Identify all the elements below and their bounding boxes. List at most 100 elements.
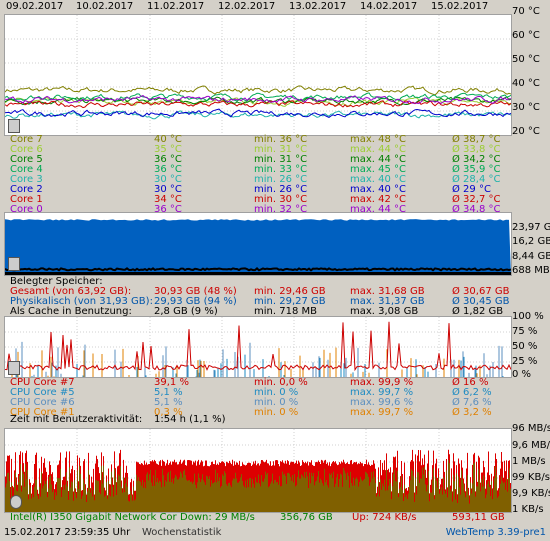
cpu-axis-label: 0 % (512, 369, 532, 380)
temp-series-line (5, 95, 511, 105)
temp-max: max. 40 °C (350, 174, 407, 185)
net-axis-label: 1 MB/s (512, 456, 546, 467)
temperature-chart (5, 15, 511, 135)
mem-current: 2,8 GB (9 %) (154, 306, 218, 317)
temp-name: Core 2 (10, 184, 43, 195)
temp-series-line (5, 85, 511, 96)
temp-max: max. 48 °C (350, 134, 407, 145)
cpu-max: max. 99,6 % (350, 397, 414, 408)
net-axis-label: 9,9 KB/s (512, 488, 550, 499)
temp-row: Core 4 36 °C min. 33 °C max. 45 °C Ø 35,9 °C (4, 165, 544, 175)
temp-max: max. 44 °C (350, 154, 407, 165)
temp-avg: Ø 35,9 °C (452, 164, 501, 175)
temp-name: Core 1 (10, 194, 43, 205)
memory-chart (5, 219, 511, 275)
app-version: WebTemp 3.39-pre1 (445, 527, 546, 538)
mem-row: Physikalisch (von 31,93 GB): 29,93 GB (94… (4, 297, 544, 307)
memory-graph (4, 212, 512, 276)
cpu-current: 39,1 % (154, 377, 189, 388)
mem-row: Als Cache in Benutzung: 2,8 GB (9 %) min. … (4, 307, 544, 317)
temp-row: Core 7 40 °C min. 36 °C max. 48 °C Ø 38,7 °C (4, 135, 544, 145)
cpu-current: 5,1 % (154, 387, 183, 398)
temp-current: 34 °C (154, 194, 182, 205)
cpu-row: CPU Core #5 5,1 % min. 0 % max. 99,7 % Ø 6,2… (4, 388, 544, 398)
net-axis-label: 96 MB/s (512, 423, 550, 434)
temp-min: min. 31 °C (254, 154, 308, 165)
memory-chip-icon (8, 257, 20, 271)
net-axis-label: 99 KB/s (512, 472, 550, 483)
temp-min: min. 30 °C (254, 194, 308, 205)
cpu-avg: Ø 6,2 % (452, 387, 492, 398)
status-bar: 15.02.2017 23:59:35 Uhr Wochenstatistik … (4, 526, 550, 540)
download-total: 356,76 GB (280, 512, 333, 523)
temp-avg: Ø 32,7 °C (452, 194, 501, 205)
cpu-min: min. 0 % (254, 397, 299, 408)
temp-avg: Ø 33,8 °C (452, 144, 501, 155)
cpu-avg: Ø 3,2 % (452, 407, 492, 418)
upload-rate: Up: 724 KB/s (352, 512, 417, 523)
cpu-avg: Ø 7,6 % (452, 397, 492, 408)
mem-min: min. 29,27 GB (254, 296, 326, 307)
network-graph (4, 428, 512, 513)
memory-axis-label: 688 MB (512, 265, 550, 276)
temp-max: max. 40 °C (350, 184, 407, 195)
view-mode-label[interactable]: Wochenstatistik (142, 527, 222, 538)
mem-name: Gesamt (von 63,92 GB): (10, 286, 132, 297)
cpu-max: max. 99,7 % (350, 387, 414, 398)
temp-max: max. 45 °C (350, 164, 407, 175)
cpu-name: CPU Core #5 (10, 387, 75, 398)
temp-min: min. 33 °C (254, 164, 308, 175)
net-axis-label: 1 KB/s (512, 504, 544, 515)
network-icon (10, 495, 22, 509)
temp-current: 40 °C (154, 134, 182, 145)
temp-name: Core 6 (10, 144, 43, 155)
temperature-graph (4, 14, 512, 136)
physical-memory-area (5, 219, 511, 275)
thermometer-icon (8, 119, 20, 133)
temp-current: 30 °C (154, 184, 182, 195)
cpu-axis-label: 75 % (512, 326, 538, 337)
date-label: 12.02.2017 (218, 1, 276, 12)
temp-series-line (5, 92, 511, 102)
temp-row: Core 0 36 °C min. 32 °C max. 44 °C Ø 34,8 °C (4, 205, 544, 215)
memory-axis-label: 8,44 GB (512, 251, 550, 262)
temp-row: Core 2 30 °C min. 26 °C max. 40 °C Ø 29 °C (4, 185, 544, 195)
temp-avg: Ø 34,2 °C (452, 154, 501, 165)
mem-current: 29,93 GB (94 %) (154, 296, 237, 307)
download-rate: Down: 29 MB/s (180, 512, 255, 523)
memory-axis-label: 23,97 GB (512, 222, 550, 233)
temp-axis-label: 40 °C (512, 78, 540, 89)
temp-axis-label: 60 °C (512, 30, 540, 41)
temp-series-line (5, 100, 511, 109)
temp-axis-label: 30 °C (512, 102, 540, 113)
temp-min: min. 32 °C (254, 204, 308, 215)
temp-max: max. 44 °C (350, 144, 407, 155)
date-label: 11.02.2017 (147, 1, 205, 12)
mem-name: Als Cache in Benutzung: (10, 306, 132, 317)
temp-max: max. 42 °C (350, 194, 407, 205)
user-activity-row: Zeit mit Benutzeraktivität: 1:54 h (1,1 … (4, 415, 544, 425)
temp-current: 36 °C (154, 154, 182, 165)
temp-name: Core 3 (10, 174, 43, 185)
memory-header: Belegter Speicher: (10, 276, 103, 287)
temp-name: Core 7 (10, 134, 43, 145)
cpu-chart (5, 317, 511, 377)
cpu-min: min. 0,0 % (254, 377, 308, 388)
cpu-axis-label: 25 % (512, 356, 538, 367)
temp-min: min. 26 °C (254, 184, 308, 195)
cpu-max: max. 99,9 % (350, 377, 414, 388)
temp-name: Core 0 (10, 204, 43, 215)
date-label: 14.02.2017 (360, 1, 418, 12)
cpu-row: CPU Core #1 0,3 % min. 0 % max. 99,7 % Ø 3,2… (4, 408, 544, 418)
mem-max: max. 3,08 GB (350, 306, 419, 317)
temp-avg: Ø 34,8 °C (452, 204, 501, 215)
mem-max: max. 31,37 GB (350, 296, 425, 307)
date-label: 15.02.2017 (431, 1, 489, 12)
date-axis: 09.02.2017 10.02.2017 11.02.2017 12.02.2… (4, 2, 510, 14)
cpu-avg: Ø 16 % (452, 377, 489, 388)
net-axis-label: 9,6 MB/s (512, 440, 550, 451)
cache-memory-baseline (5, 272, 511, 275)
cpu-min: min. 0 % (254, 387, 299, 398)
temp-name: Core 5 (10, 154, 43, 165)
